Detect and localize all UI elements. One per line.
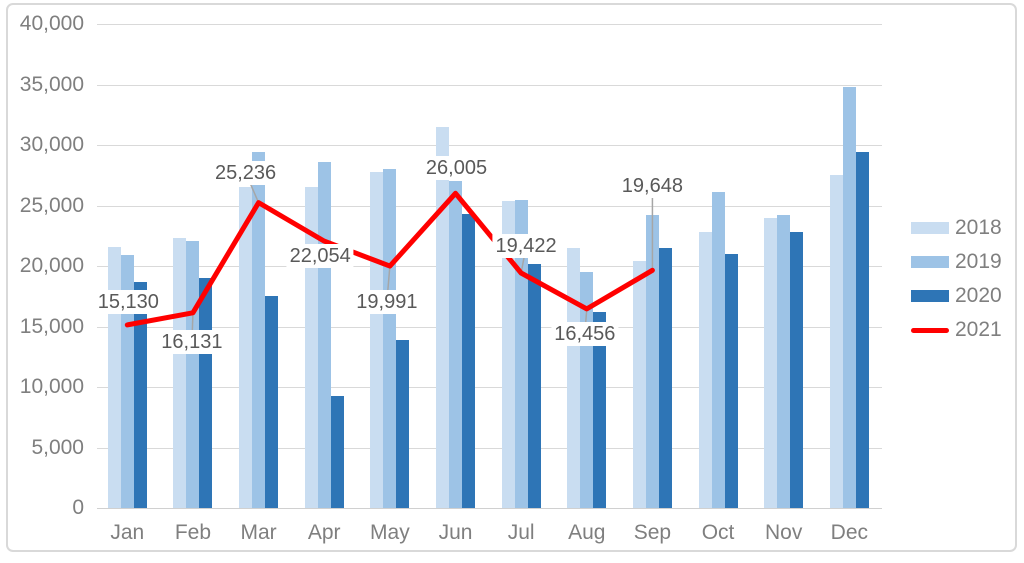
bar-2020-jul xyxy=(527,263,541,508)
bar-2018-jan xyxy=(107,246,121,508)
bar-2020-mar xyxy=(265,296,279,509)
line-data-label: 25,236 xyxy=(212,160,280,185)
legend-label-2018: 2018 xyxy=(955,216,1002,239)
x-axis-month-label: May xyxy=(370,521,410,544)
line-data-label: 19,991 xyxy=(353,290,421,315)
legend-label-2020: 2020 xyxy=(955,284,1002,307)
bar-2018-apr xyxy=(304,187,318,508)
chart-legend: 2018 2019 2020 2021 xyxy=(911,211,1002,347)
gridline-10000 xyxy=(97,387,882,388)
gridline-25000 xyxy=(97,205,882,207)
gridline-5000 xyxy=(97,447,882,449)
y-axis-tick-label: 15,000 xyxy=(19,314,84,338)
x-axis-month-label: Aug xyxy=(568,521,606,544)
bar-2020-aug xyxy=(593,312,607,508)
y-axis-tick-label: 20,000 xyxy=(19,254,84,277)
bar-2019-jun xyxy=(449,181,462,508)
bar-2020-oct xyxy=(724,253,738,508)
bar-2020-feb xyxy=(199,278,213,508)
x-axis-month-label: Jan xyxy=(110,521,145,544)
bar-2018-nov xyxy=(764,217,778,508)
x-axis-month-label: Jun xyxy=(438,521,473,544)
y-axis-tick-label: 0 xyxy=(72,496,84,519)
legend-swatch-2021 xyxy=(911,327,949,333)
legend-swatch-2020 xyxy=(911,290,949,302)
legend-label-2021: 2021 xyxy=(955,318,1002,341)
legend-item-2018: 2018 xyxy=(911,211,1002,245)
legend-label-2019: 2019 xyxy=(955,250,1002,273)
bar-2020-sep xyxy=(658,247,672,508)
bar-2019-oct xyxy=(711,192,725,508)
bar-2018-dec xyxy=(829,175,843,509)
bar-2018-feb xyxy=(173,238,187,508)
y-axis-tick-label: 25,000 xyxy=(19,193,84,217)
bar-2019-feb xyxy=(186,240,200,508)
line-data-label: 16,131 xyxy=(158,329,226,354)
y-axis-tick-label: 40,000 xyxy=(19,12,84,35)
bar-2019-may xyxy=(383,169,397,508)
legend-item-2021: 2021 xyxy=(911,313,1002,347)
line-data-label: 26,005 xyxy=(422,156,491,181)
bar-2018-mar xyxy=(239,187,253,508)
legend-item-2019: 2019 xyxy=(911,245,1002,279)
bar-2019-nov xyxy=(777,215,791,508)
gridline-0 xyxy=(97,508,882,509)
bar-2019-apr xyxy=(317,161,331,508)
bar-2018-sep xyxy=(632,261,646,508)
line-data-label: 19,648 xyxy=(618,174,686,199)
bar-2019-dec xyxy=(842,86,856,508)
y-axis-tick-label: 30,000 xyxy=(19,133,84,156)
bar-2020-apr xyxy=(330,395,344,508)
y-axis-tick-label: 35,000 xyxy=(19,72,84,96)
legend-swatch-2018 xyxy=(911,222,949,234)
bar-2018-jun xyxy=(436,126,449,508)
x-axis-month-label: Nov xyxy=(765,521,803,544)
x-axis-month-label: Feb xyxy=(174,521,212,544)
bar-2018-may xyxy=(370,171,384,508)
legend-swatch-2019 xyxy=(911,256,949,268)
line-data-label: 15,130 xyxy=(94,289,162,314)
bar-2020-dec xyxy=(855,152,869,508)
gridline-40000 xyxy=(97,24,882,25)
line-data-label: 16,456 xyxy=(551,321,619,346)
x-axis-month-label: Sep xyxy=(633,521,672,544)
gridline-35000 xyxy=(97,84,882,86)
legend-item-2020: 2020 xyxy=(911,279,1002,313)
bar-2020-nov xyxy=(790,232,804,508)
line-data-label: 19,422 xyxy=(492,234,560,258)
bar-2018-oct xyxy=(698,232,712,508)
y-axis-tick-label: 10,000 xyxy=(19,375,84,398)
bar-2020-jun xyxy=(462,214,475,508)
bar-2019-mar xyxy=(252,152,266,508)
bar-2019-aug xyxy=(580,272,594,508)
x-axis-month-label: Apr xyxy=(307,521,341,544)
line-data-label: 22,054 xyxy=(286,244,354,269)
x-axis-month-label: Mar xyxy=(240,521,277,544)
x-axis-month-label: Dec xyxy=(830,521,869,544)
bar-2019-sep xyxy=(645,215,659,508)
bar-2018-aug xyxy=(567,247,581,508)
gridline-30000 xyxy=(97,145,882,146)
bar-2020-may xyxy=(396,339,410,508)
y-axis-tick-label: 5,000 xyxy=(31,435,84,459)
x-axis-month-label: Oct xyxy=(701,521,735,544)
bar-2020-jan xyxy=(133,281,147,508)
x-axis-month-label: Jul xyxy=(507,521,535,544)
